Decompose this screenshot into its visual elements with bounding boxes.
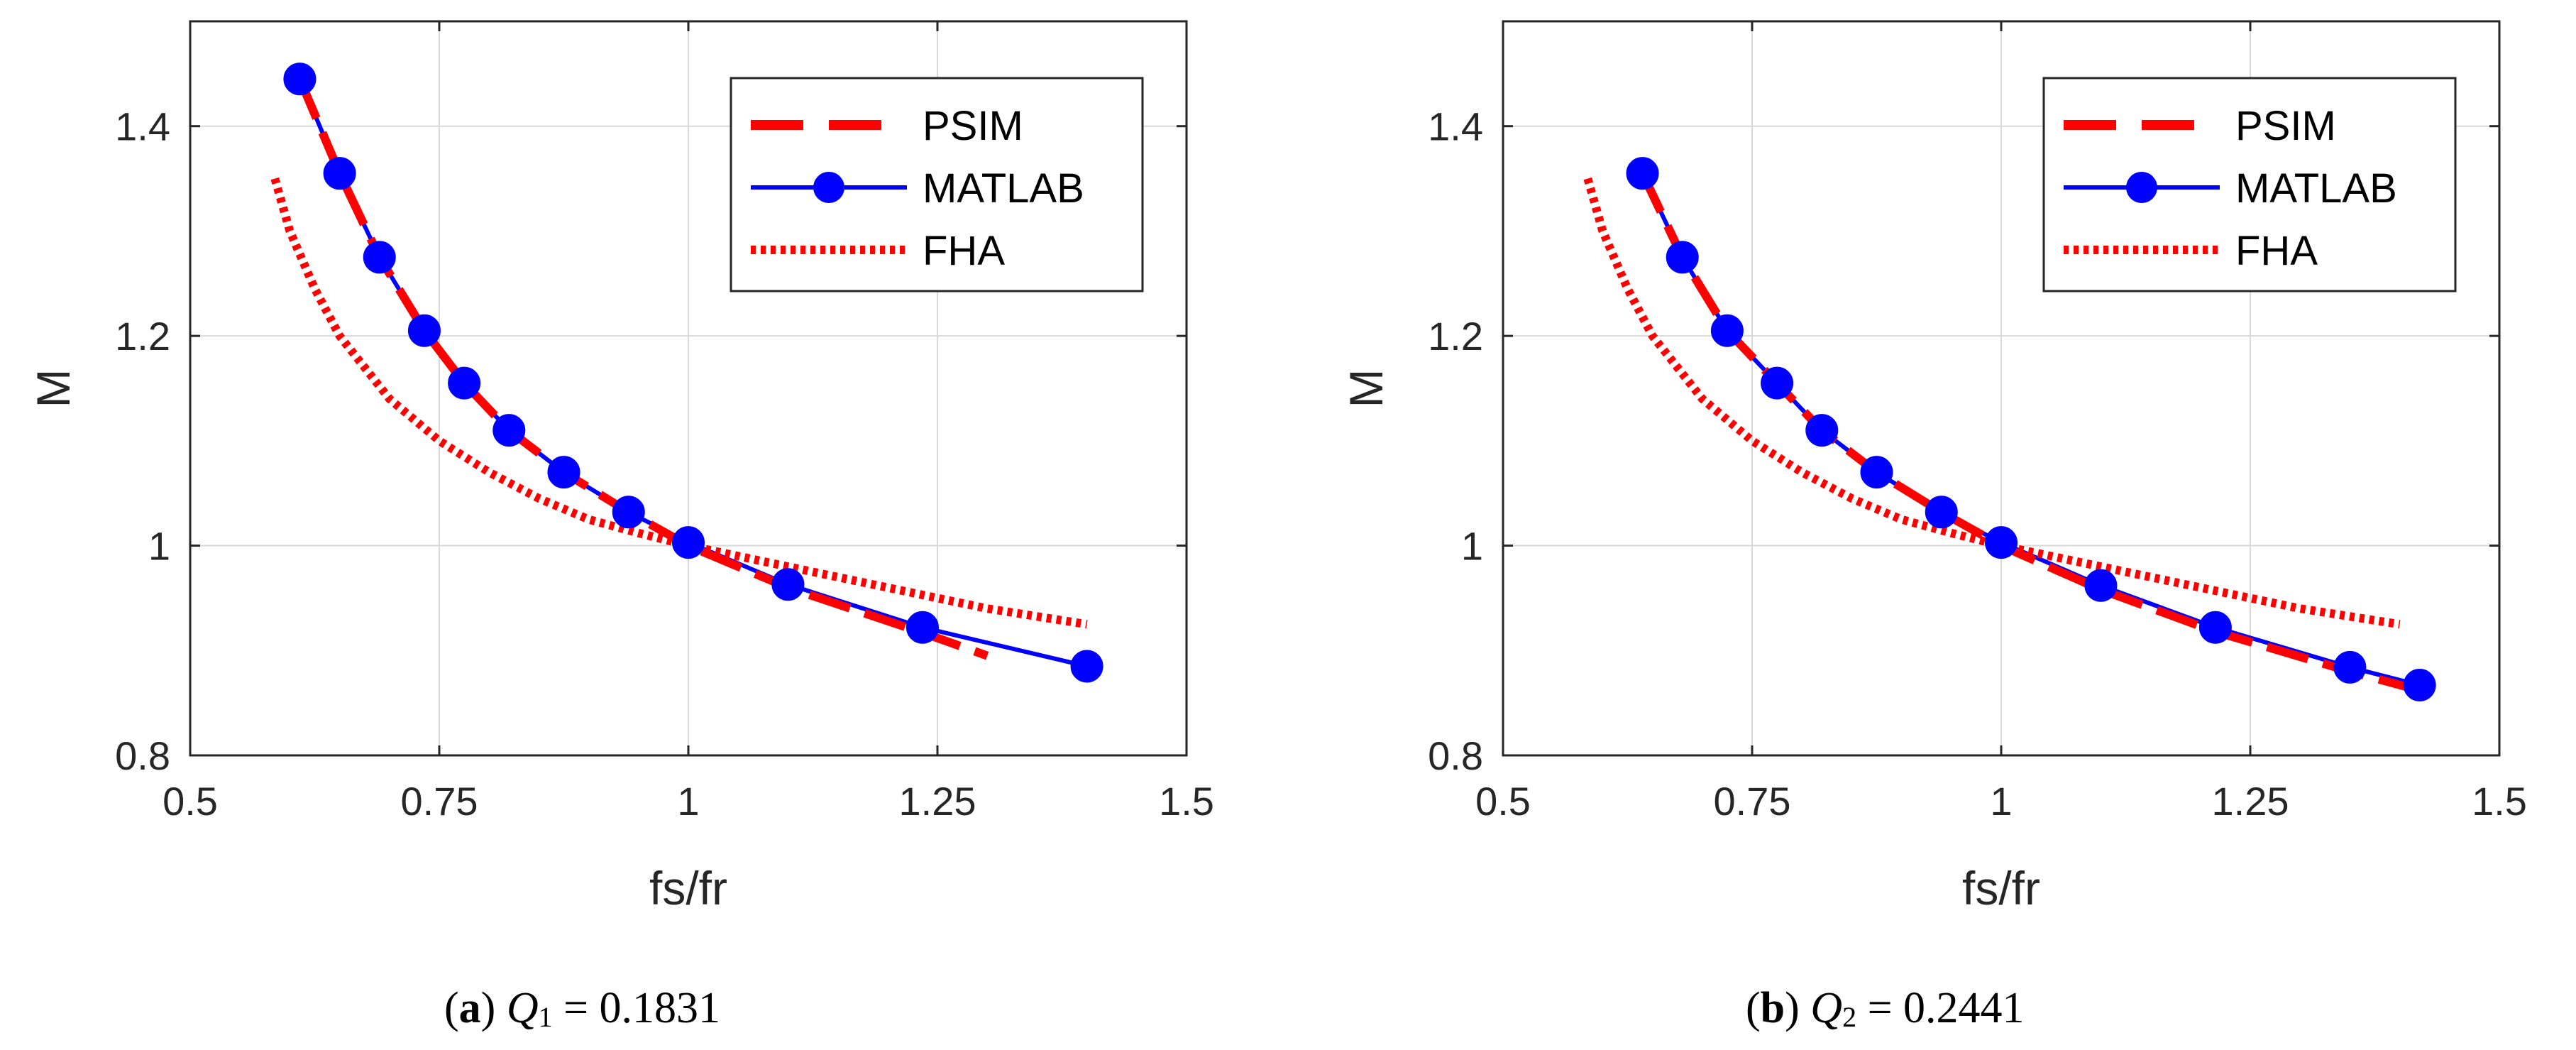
caption-b-sub: 2 bbox=[1842, 1001, 1857, 1033]
series-line-fha bbox=[1583, 177, 2401, 629]
data-point-matlab bbox=[1710, 314, 1744, 347]
y-tick-label: 1 bbox=[1461, 524, 1483, 569]
y-axis-title: M bbox=[1340, 369, 1392, 408]
y-tick-label: 0.8 bbox=[115, 733, 170, 778]
data-point-matlab bbox=[407, 314, 441, 347]
caption-a-letter: a bbox=[458, 984, 481, 1032]
data-point-matlab bbox=[448, 366, 481, 400]
data-point-matlab bbox=[323, 157, 356, 190]
legend-marker-matlab bbox=[813, 172, 844, 203]
series-group bbox=[1583, 157, 2436, 702]
series-line-psim bbox=[1639, 171, 2421, 695]
x-axis-title: fs/fr bbox=[649, 862, 727, 914]
data-point-matlab bbox=[547, 456, 580, 489]
data-point-matlab bbox=[1925, 496, 1958, 529]
legend: PSIM MATLAB FHA bbox=[730, 77, 1144, 292]
data-point-matlab bbox=[1805, 414, 1839, 447]
data-point-matlab bbox=[2084, 569, 2118, 602]
data-point-matlab bbox=[672, 526, 705, 559]
y-tick-label: 1.2 bbox=[115, 314, 170, 359]
x-axis-title: fs/fr bbox=[1962, 862, 2040, 914]
y-tick-label: 1.2 bbox=[1428, 314, 1483, 359]
x-tick-label: 1.25 bbox=[2212, 779, 2289, 824]
data-point-matlab bbox=[2333, 650, 2367, 684]
legend-marker-matlab bbox=[2126, 172, 2157, 203]
legend-label-matlab: MATLAB bbox=[923, 165, 1084, 212]
data-point-matlab bbox=[2403, 669, 2436, 702]
legend-label-psim: PSIM bbox=[923, 103, 1023, 149]
x-tick-label: 0.75 bbox=[1714, 779, 1791, 824]
data-point-matlab bbox=[363, 241, 396, 274]
legend-box bbox=[730, 77, 1144, 292]
caption-b-value: = 0.2441 bbox=[1856, 984, 2025, 1032]
legend-label-matlab: MATLAB bbox=[2235, 165, 2397, 212]
legend-box bbox=[2042, 77, 2457, 292]
legend: PSIM MATLAB FHA bbox=[2042, 77, 2457, 292]
x-tick-label: 1 bbox=[677, 779, 699, 824]
panel-a: 0.5 0.75 1 1.25 1.5 0.8 1 1.2 1.4 fs/fr M PSIM MATLA… bbox=[27, 20, 1214, 914]
legend-label-fha: FHA bbox=[923, 228, 1005, 274]
y-axis-title: M bbox=[27, 369, 79, 408]
data-point-matlab bbox=[1860, 456, 1893, 489]
data-point-matlab bbox=[283, 62, 317, 96]
legend-label-fha: FHA bbox=[2235, 228, 2318, 274]
caption-a-sub: 1 bbox=[538, 1001, 553, 1033]
data-point-matlab bbox=[1070, 650, 1103, 683]
data-point-matlab bbox=[1761, 366, 1794, 400]
y-tick-label: 1.4 bbox=[1428, 104, 1483, 149]
caption-b-var: Q bbox=[1810, 984, 1843, 1032]
series-line-fha bbox=[270, 177, 1088, 629]
x-tick-label: 1 bbox=[1990, 779, 2012, 824]
caption-a-value: = 0.1831 bbox=[552, 984, 721, 1032]
caption-b-letter: b bbox=[1760, 984, 1785, 1032]
data-point-matlab bbox=[1626, 157, 1659, 190]
data-point-matlab bbox=[771, 568, 805, 601]
data-point-matlab bbox=[2198, 611, 2232, 644]
y-tick-label: 1 bbox=[148, 524, 170, 569]
x-tick-label: 1.25 bbox=[899, 779, 976, 824]
data-point-matlab bbox=[1985, 526, 2018, 559]
data-point-matlab bbox=[612, 496, 645, 529]
x-tick-label: 1.5 bbox=[2472, 779, 2527, 824]
series-group bbox=[270, 62, 1103, 683]
caption-a: (a) Q1 = 0.1831 bbox=[444, 984, 721, 1033]
data-point-matlab bbox=[1666, 241, 1699, 274]
x-tick-label: 0.5 bbox=[163, 779, 218, 824]
y-tick-label: 1.4 bbox=[115, 104, 170, 149]
legend-label-psim: PSIM bbox=[2235, 103, 2336, 149]
caption-a-var: Q bbox=[506, 984, 539, 1032]
caption-b: (b) Q2 = 0.2441 bbox=[1746, 984, 2025, 1033]
data-point-matlab bbox=[906, 611, 939, 644]
x-tick-label: 1.5 bbox=[1159, 779, 1214, 824]
panel-b: 0.5 0.75 1 1.25 1.5 0.8 1 1.2 1.4 fs/fr M PSIM MATLA… bbox=[1340, 20, 2527, 914]
data-point-matlab bbox=[492, 414, 526, 447]
x-tick-label: 0.5 bbox=[1475, 779, 1531, 824]
x-tick-label: 0.75 bbox=[401, 779, 478, 824]
y-tick-label: 0.8 bbox=[1428, 733, 1483, 778]
